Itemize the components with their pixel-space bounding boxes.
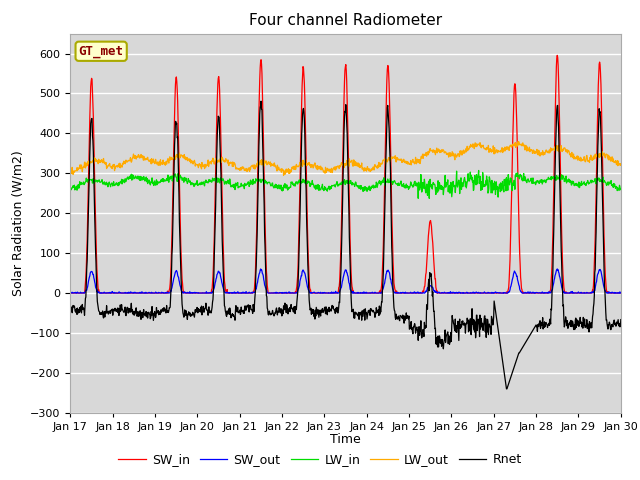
SW_out <box>554 266 561 272</box>
LW_in <box>371 183 378 189</box>
Rnet <box>502 386 510 392</box>
SW_in <box>525 290 532 296</box>
Line: SW_in: SW_in <box>70 55 621 293</box>
Line: LW_in: LW_in <box>70 170 621 198</box>
Rnet <box>426 288 433 294</box>
Line: Rnet: Rnet <box>70 101 621 389</box>
SW_in <box>371 290 378 296</box>
Rnet <box>540 324 548 330</box>
SW_out <box>67 290 75 296</box>
LW_in <box>525 179 533 185</box>
Rnet <box>67 309 74 314</box>
SW_in <box>425 228 433 234</box>
LW_in <box>285 184 292 190</box>
LW_out <box>617 162 625 168</box>
SW_out <box>67 290 74 296</box>
LW_in <box>67 185 74 191</box>
SW_in <box>580 290 588 296</box>
SW_out <box>581 290 589 296</box>
SW_out <box>617 290 625 296</box>
Text: GT_met: GT_met <box>79 45 124 58</box>
LW_in <box>617 186 625 192</box>
LW_out <box>280 172 287 178</box>
Title: Four channel Radiometer: Four channel Radiometer <box>249 13 442 28</box>
Rnet <box>257 98 265 104</box>
LW_in <box>425 178 433 184</box>
LW_in <box>581 181 589 187</box>
X-axis label: Time: Time <box>330 433 361 446</box>
Y-axis label: Solar Radiation (W/m2): Solar Radiation (W/m2) <box>12 150 24 296</box>
Rnet <box>525 333 533 339</box>
LW_out <box>581 159 589 165</box>
LW_in <box>540 179 548 185</box>
LW_out <box>540 150 548 156</box>
SW_in <box>617 290 625 296</box>
Line: SW_out: SW_out <box>70 269 621 293</box>
SW_out <box>285 290 293 296</box>
Rnet <box>285 309 293 314</box>
SW_in <box>554 52 561 58</box>
LW_in <box>475 168 483 173</box>
Rnet <box>371 314 379 320</box>
LW_out <box>426 150 433 156</box>
SW_out <box>540 290 547 296</box>
Rnet <box>581 324 589 330</box>
LW_out <box>67 167 74 172</box>
LW_out <box>371 162 379 168</box>
LW_out <box>514 139 522 144</box>
Line: LW_out: LW_out <box>70 142 621 175</box>
SW_out <box>525 289 533 295</box>
SW_out <box>371 289 379 295</box>
SW_in <box>67 290 74 296</box>
LW_out <box>525 144 533 150</box>
SW_out <box>426 283 433 289</box>
SW_in <box>540 290 547 296</box>
LW_out <box>285 167 293 173</box>
SW_in <box>285 290 292 296</box>
Rnet <box>617 317 625 323</box>
LW_in <box>426 195 433 201</box>
Legend: SW_in, SW_out, LW_in, LW_out, Rnet: SW_in, SW_out, LW_in, LW_out, Rnet <box>113 448 527 471</box>
